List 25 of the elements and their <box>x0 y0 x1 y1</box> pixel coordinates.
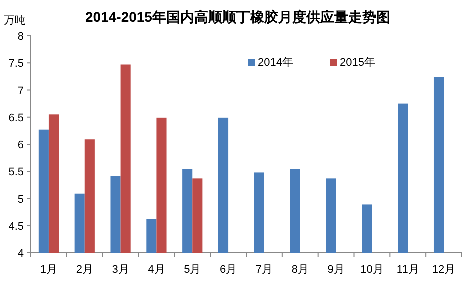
y-tick-label: 6 <box>18 140 24 152</box>
x-tick-label: 8月 <box>292 264 309 276</box>
y-tick-label: 7 <box>18 85 24 98</box>
y-tick-label: 4.5 <box>8 220 24 233</box>
legend-label: 2015年 <box>340 57 376 69</box>
legend-label: 2014年 <box>258 57 294 69</box>
y-tick-label: 5.5 <box>8 166 24 179</box>
x-tick-label: 1月 <box>40 264 58 276</box>
chart-title: 2014-2015年国内高顺顺丁橡胶月度供应量走势图 <box>86 9 390 25</box>
y-tick-label: 6.5 <box>8 112 24 124</box>
x-tick-label: 2月 <box>76 264 94 276</box>
x-tick-label: 5月 <box>184 264 202 276</box>
y-tick-label: 7.5 <box>8 58 24 70</box>
x-tick-label: 12月 <box>432 264 456 276</box>
x-tick-label: 7月 <box>256 264 274 276</box>
x-tick-label: 4月 <box>148 264 166 276</box>
x-tick-label: 11月 <box>396 264 420 276</box>
y-tick-label: 8 <box>18 31 24 43</box>
y-axis-title: 万吨 <box>4 14 26 27</box>
x-tick-label: 10月 <box>360 264 384 276</box>
y-tick-label: 5 <box>18 194 24 206</box>
x-tick-label: 3月 <box>112 264 130 276</box>
x-tick-label: 9月 <box>328 264 345 276</box>
y-tick-label: 4 <box>18 248 24 260</box>
x-tick-label: 6月 <box>220 264 238 276</box>
